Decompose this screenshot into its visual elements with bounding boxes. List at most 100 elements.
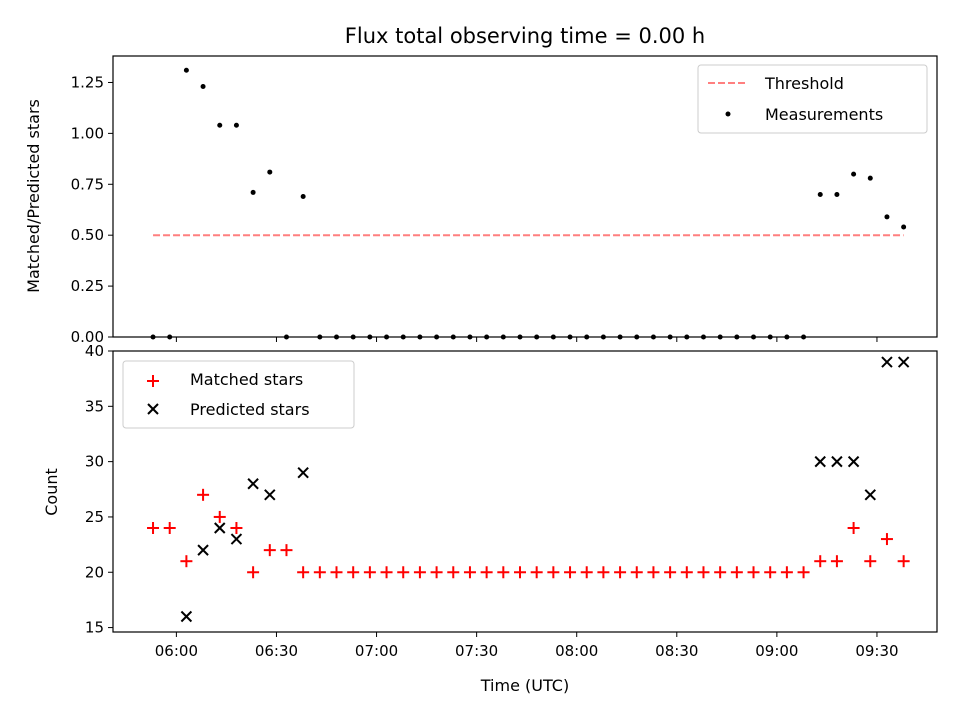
matched-star-point bbox=[697, 566, 710, 579]
matched-star-point bbox=[597, 566, 610, 579]
top-x-ticks bbox=[175, 337, 878, 342]
top-y-tick-label: 1.00 bbox=[71, 124, 104, 142]
count-points bbox=[147, 356, 910, 623]
matched-star-point bbox=[447, 566, 460, 579]
measurement-point bbox=[400, 334, 406, 340]
measurement-point bbox=[233, 122, 239, 128]
measurement-point bbox=[567, 334, 573, 340]
measurement-point bbox=[317, 334, 323, 340]
matched-star-point bbox=[647, 566, 660, 579]
matched-star-point bbox=[280, 544, 293, 557]
matched-star-point bbox=[147, 522, 160, 535]
bottom-y-ticks: 15 20 25 30 35 40 bbox=[85, 342, 113, 637]
measurement-point bbox=[650, 334, 656, 340]
matched-legend-swatch bbox=[147, 375, 159, 387]
bottom-y-axis-label: Count bbox=[42, 468, 61, 516]
measurement-point bbox=[817, 191, 823, 197]
bottom-y-tick-label: 15 bbox=[85, 619, 104, 637]
matched-star-point bbox=[163, 522, 176, 535]
measurement-point bbox=[484, 334, 490, 340]
measurement-point bbox=[167, 334, 173, 340]
matched-star-point bbox=[230, 522, 243, 535]
matched-star-point bbox=[830, 555, 843, 568]
matched-star-point bbox=[480, 566, 493, 579]
bottom-y-tick-label: 40 bbox=[85, 342, 104, 360]
matched-star-point bbox=[797, 566, 810, 579]
matched-star-point bbox=[213, 510, 226, 523]
legend-predicted-label: Predicted stars bbox=[190, 400, 310, 419]
matched-star-point bbox=[580, 566, 593, 579]
matched-star-point bbox=[764, 566, 777, 579]
top-plot-frame bbox=[112, 55, 938, 338]
measurement-point bbox=[283, 334, 289, 340]
matched-star-point bbox=[564, 566, 577, 579]
legend-threshold-label: Threshold bbox=[764, 74, 844, 93]
top-legend-box bbox=[697, 64, 928, 134]
matched-star-point bbox=[430, 566, 443, 579]
matched-star-point bbox=[247, 566, 260, 579]
matched-star-point bbox=[197, 488, 210, 501]
measurement-point bbox=[717, 334, 723, 340]
measurement-point bbox=[200, 84, 206, 90]
measurement-point bbox=[734, 334, 740, 340]
matched-star-point bbox=[614, 566, 627, 579]
matched-star-point bbox=[714, 566, 727, 579]
matched-star-point bbox=[864, 555, 877, 568]
x-tick-label: 08:30 bbox=[655, 642, 698, 660]
predicted-star-point bbox=[180, 610, 193, 623]
measurement-point bbox=[584, 334, 590, 340]
predicted-star-point bbox=[814, 455, 826, 468]
predicted-legend-swatch bbox=[147, 403, 159, 415]
matched-star-point bbox=[380, 566, 393, 579]
legend-matched-label: Matched stars bbox=[190, 370, 303, 389]
measurement-point bbox=[550, 334, 556, 340]
matched-star-point bbox=[497, 566, 510, 579]
bottom-y-tick-label: 30 bbox=[85, 453, 104, 471]
measurement-point bbox=[684, 334, 690, 340]
measurement-points bbox=[150, 67, 907, 340]
top-y-tick-label: 1.25 bbox=[71, 73, 104, 91]
bottom-plot-frame bbox=[112, 350, 938, 633]
matched-star-point bbox=[664, 566, 677, 579]
matched-star-point bbox=[780, 566, 793, 579]
matched-star-point bbox=[897, 555, 910, 568]
figure-title: Flux total observing time = 0.00 h bbox=[345, 24, 705, 48]
predicted-star-point bbox=[864, 489, 876, 501]
matched-star-point bbox=[680, 566, 693, 579]
predicted-star-point bbox=[214, 522, 226, 534]
measurement-point bbox=[384, 334, 390, 340]
matched-star-point bbox=[513, 566, 526, 579]
matched-star-point bbox=[463, 566, 476, 579]
measurement-point bbox=[834, 191, 840, 197]
matched-star-point bbox=[630, 566, 643, 579]
predicted-star-point bbox=[297, 466, 309, 479]
top-y-tick-label: 0.25 bbox=[71, 277, 104, 295]
measurement-point bbox=[467, 334, 473, 340]
x-axis-label: Time (UTC) bbox=[480, 676, 569, 695]
measurement-point bbox=[367, 334, 373, 340]
predicted-star-point bbox=[247, 478, 259, 490]
measurement-point bbox=[667, 334, 673, 340]
predicted-star-point bbox=[230, 533, 243, 545]
matched-star-point bbox=[313, 566, 326, 579]
matched-star-point bbox=[530, 566, 543, 579]
measurement-point bbox=[867, 175, 873, 181]
top-y-tick-label: 0.75 bbox=[71, 175, 104, 193]
predicted-star-point bbox=[264, 489, 276, 501]
top-y-tick-label: 0.50 bbox=[71, 226, 104, 244]
top-panel: 0.00 0.25 0.50 0.75 1.00 1.25 Matched/Predict… bbox=[24, 55, 938, 346]
x-tick-label: 08:00 bbox=[555, 642, 598, 660]
measurement-point bbox=[751, 334, 757, 340]
measurement-point bbox=[851, 171, 857, 177]
matched-star-point bbox=[363, 566, 376, 579]
matched-star-point bbox=[547, 566, 560, 579]
measurement-point bbox=[217, 122, 223, 128]
measurement-point bbox=[450, 334, 456, 340]
matched-star-point bbox=[347, 566, 360, 579]
measurement-point bbox=[767, 334, 773, 340]
matched-star-point bbox=[730, 566, 743, 579]
matched-star-point bbox=[397, 566, 410, 579]
matched-star-point bbox=[747, 566, 760, 579]
predicted-star-point bbox=[881, 356, 893, 368]
